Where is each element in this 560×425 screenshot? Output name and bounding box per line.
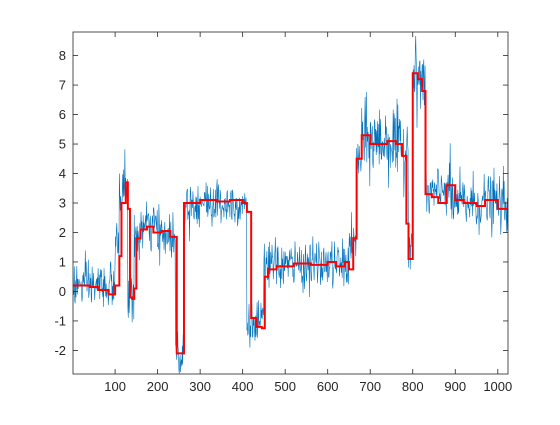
y-tick-label: 0	[59, 284, 66, 299]
y-tick-label: 3	[59, 196, 66, 211]
x-tick-label: 100	[104, 379, 126, 394]
noisy-signal-line	[73, 35, 508, 374]
series-layer	[73, 35, 508, 374]
y-tick-label: 2	[59, 225, 66, 240]
y-tick-label: -2	[54, 343, 66, 358]
step-fit-line	[73, 72, 508, 355]
x-tick-label: 400	[232, 379, 254, 394]
y-tick-label: 1	[59, 254, 66, 269]
y-tick-label: -1	[54, 313, 66, 328]
y-tick-label: 6	[59, 107, 66, 122]
x-tick-label: 200	[147, 379, 169, 394]
plot-area	[73, 32, 508, 374]
y-tick-label: 4	[59, 166, 66, 181]
y-tick-label: 5	[59, 137, 66, 152]
y-tick-label: 8	[59, 48, 66, 63]
x-tick-label: 500	[274, 379, 296, 394]
x-tick-label: 300	[189, 379, 211, 394]
x-tick-label: 600	[317, 379, 339, 394]
tick-layer: 100 200 300 400 500 600 700 800 900 1000 -2 -1 0 1 2 3 4…	[54, 32, 512, 394]
x-tick-label: 1000	[483, 379, 512, 394]
x-tick-label: 800	[402, 379, 424, 394]
x-tick-label: 900	[444, 379, 466, 394]
x-tick-label: 700	[359, 379, 381, 394]
y-tick-label: 7	[59, 78, 66, 93]
